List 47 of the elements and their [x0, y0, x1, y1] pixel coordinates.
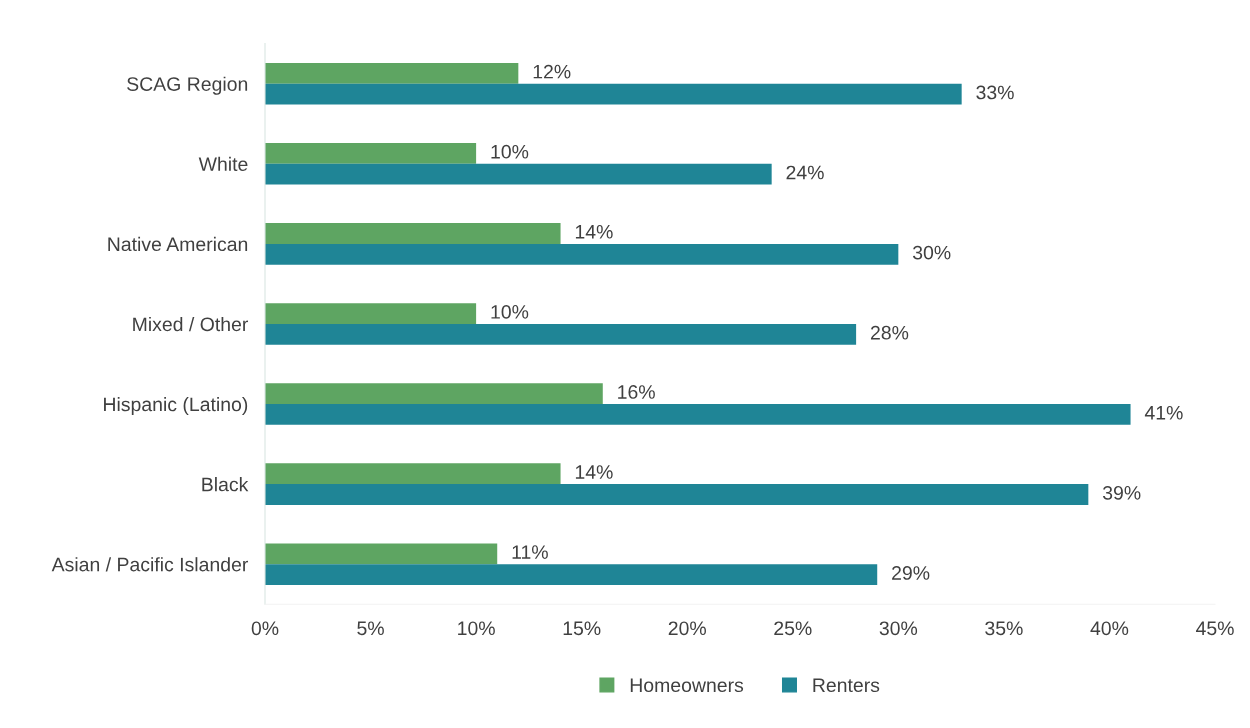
y-tick-label: Mixed / Other	[133, 316, 249, 332]
data-label: 14%	[575, 225, 613, 239]
x-tick-label: 20%	[668, 621, 706, 636]
data-label: 30%	[912, 245, 951, 260]
x-tick-label: 0%	[251, 621, 279, 636]
data-label: 39%	[1102, 485, 1141, 500]
bar	[265, 383, 603, 405]
y-tick-label: SCAG Region	[127, 76, 248, 95]
x-tick-label: 15%	[563, 621, 601, 636]
x-tick-label: 25%	[774, 621, 812, 636]
data-label: 28%	[870, 325, 909, 340]
x-tick-label: 35%	[985, 621, 1023, 636]
y-tick-label: Asian / Pacific Islander	[51, 557, 249, 572]
data-label: 33%	[976, 85, 1014, 100]
bar	[265, 62, 519, 84]
data-label: 14%	[575, 465, 613, 479]
data-label: 29%	[892, 566, 930, 580]
y-tick-label: Hispanic (Latino)	[104, 396, 248, 416]
data-label: 12%	[533, 64, 571, 79]
bar	[265, 83, 962, 105]
data-label: 41%	[1144, 405, 1183, 420]
bar	[265, 463, 561, 485]
data-label: 24%	[786, 165, 824, 180]
data-label: 16%	[618, 385, 655, 399]
data-label: 11%	[512, 545, 548, 559]
bar	[265, 223, 561, 244]
bar	[265, 404, 1131, 425]
x-tick-label: 5%	[357, 621, 384, 636]
bar	[265, 484, 1089, 505]
bar	[265, 564, 878, 586]
y-tick-label: White	[198, 156, 248, 172]
bar	[265, 543, 498, 565]
x-tick-label: 40%	[1090, 621, 1129, 636]
bar	[265, 243, 899, 265]
y-tick-label: Native American	[108, 236, 248, 252]
x-tick-label: 45%	[1195, 621, 1234, 636]
bar	[265, 142, 477, 164]
bar	[265, 303, 477, 324]
y-tick-label: Black	[202, 477, 249, 492]
legend-label: Homeowners	[630, 678, 744, 693]
bar	[265, 323, 857, 345]
data-label: 10%	[491, 305, 529, 319]
x-tick-label: 10%	[458, 621, 495, 636]
legend-label: Renters	[813, 678, 880, 693]
data-label: 10%	[491, 144, 529, 159]
bar	[265, 163, 772, 185]
x-tick-label: 30%	[879, 621, 918, 636]
